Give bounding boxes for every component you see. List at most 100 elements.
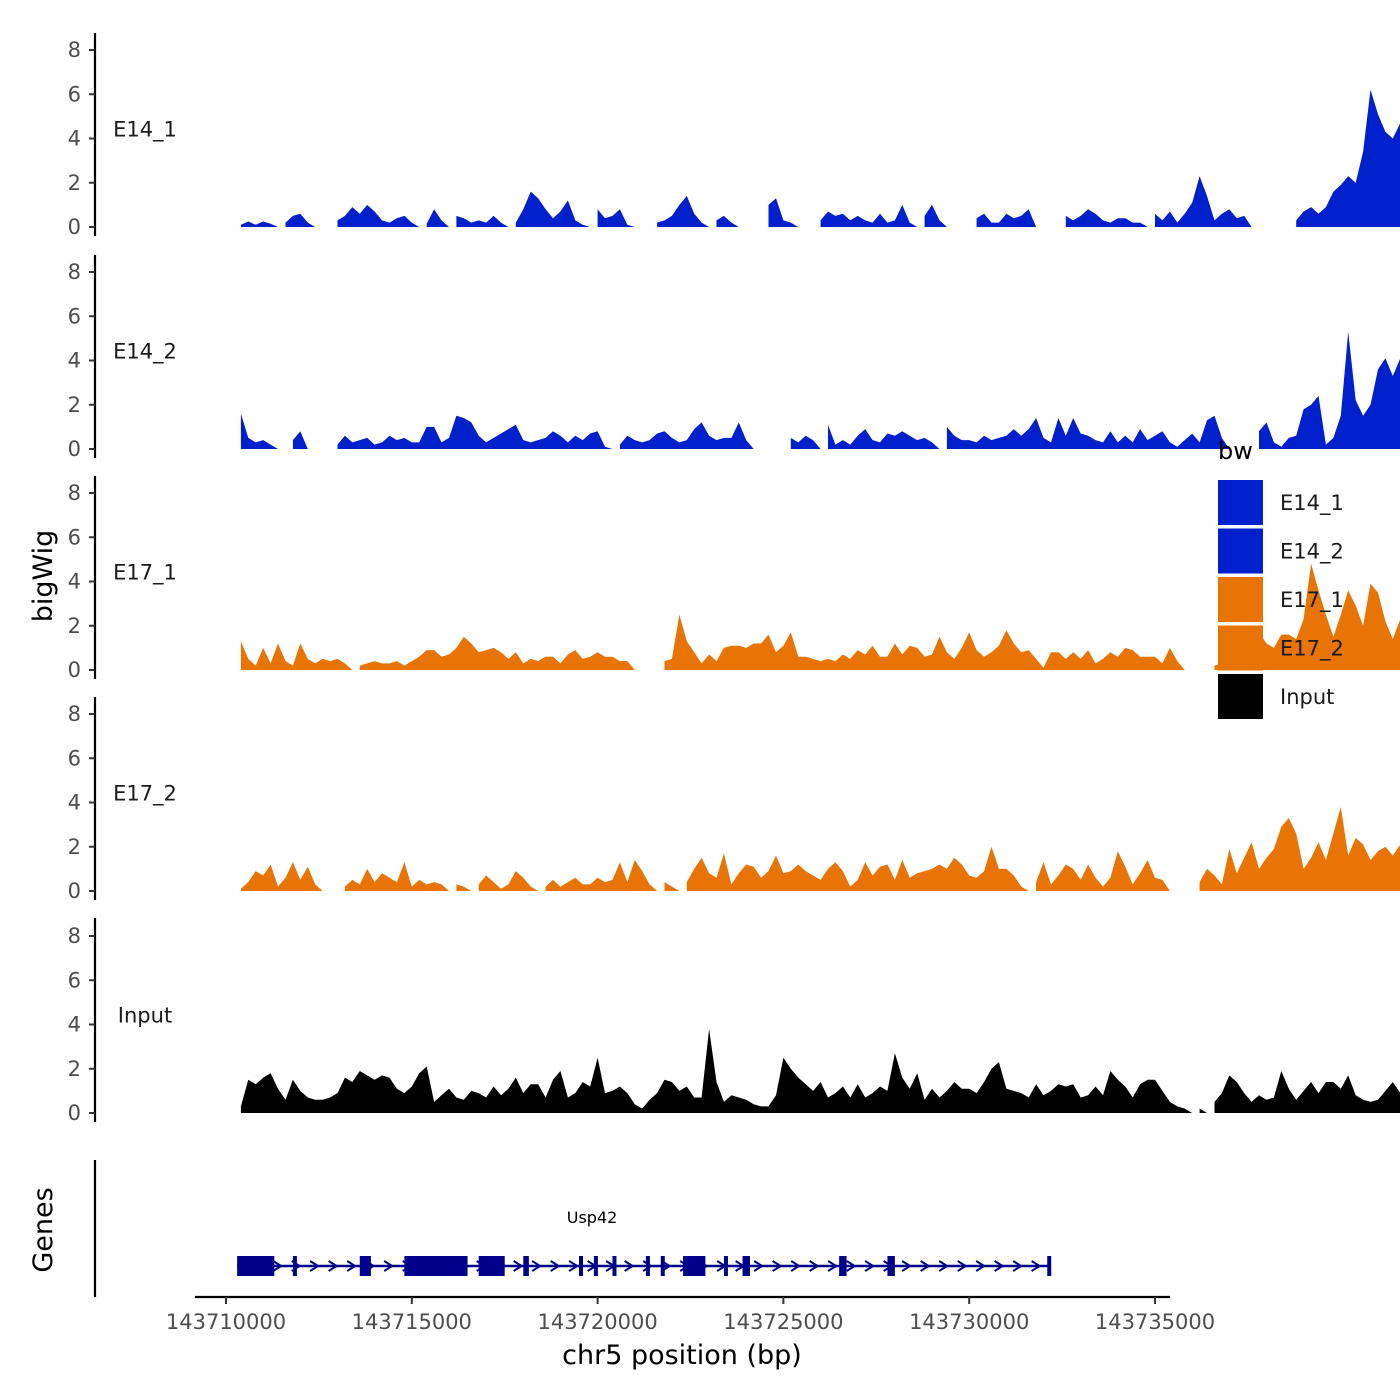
strand-arrow [901, 1260, 913, 1272]
y-tick-label: 0 [68, 437, 81, 461]
track-label: E14_2 [113, 339, 177, 364]
y-tick-label: 2 [68, 614, 81, 638]
legend-label: E17_1 [1280, 588, 1344, 613]
y-tick-label: 8 [68, 481, 81, 505]
y-tick-label: 6 [68, 968, 81, 992]
gene-Usp42: Usp42 [237, 1208, 1052, 1276]
strand-arrow [864, 1260, 876, 1272]
exon [723, 1256, 728, 1276]
legend-item: Input [1218, 674, 1334, 719]
coverage-area-Input [240, 1028, 1400, 1113]
track-E17_1: 0 2 4 6 8 E17_1 [68, 476, 1400, 682]
legend-swatch [1218, 674, 1263, 719]
y-tick-label: 4 [68, 127, 81, 151]
strand-arrow [938, 1260, 950, 1272]
legend-item: E14_2 [1218, 528, 1344, 574]
exon [404, 1256, 468, 1276]
legend-label: E17_2 [1280, 637, 1344, 662]
legend-item: E17_1 [1218, 577, 1344, 622]
legend-label: E14_1 [1280, 491, 1344, 516]
coverage-area-E17_1 [240, 563, 1400, 670]
legend-title: bw [1218, 437, 1253, 465]
strand-arrow [827, 1260, 839, 1272]
x-tick-label: 143715000 [352, 1310, 472, 1334]
y-tick-label: 4 [68, 570, 81, 594]
strand-arrow [309, 1260, 321, 1272]
track-label: E17_1 [113, 560, 177, 585]
y-tick-label: 6 [68, 746, 81, 770]
y-tick-label: 4 [68, 791, 81, 815]
exon [1047, 1256, 1052, 1276]
strand-arrow [624, 1260, 635, 1272]
y-tick-label: 8 [68, 260, 81, 284]
exon [683, 1256, 706, 1276]
y-tick-label: 0 [68, 215, 81, 239]
track-label: Input [118, 1003, 172, 1027]
strand-arrow [383, 1260, 395, 1272]
genes-panel: Usp42 [93, 1160, 1052, 1297]
exon [237, 1256, 275, 1276]
y-tick-label: 0 [68, 879, 81, 903]
x-tick-label: 143730000 [909, 1310, 1029, 1334]
strand-arrow [920, 1260, 931, 1272]
y-tick-label: 8 [68, 924, 81, 948]
x-tick-label: 143725000 [723, 1310, 843, 1334]
strand-arrow [975, 1260, 987, 1272]
legend-item: E17_2 [1218, 625, 1344, 671]
strand-arrow [642, 1260, 654, 1272]
y-tick-label: 6 [68, 525, 81, 549]
track-E14_1: 0 2 4 6 8 E14_1 [68, 33, 1400, 239]
strand-arrow [753, 1260, 765, 1272]
coverage-area-E14_2 [240, 331, 1400, 449]
strand-arrow [568, 1260, 580, 1272]
exon [523, 1256, 529, 1276]
exon [612, 1256, 617, 1276]
strand-arrow [328, 1260, 339, 1272]
y-tick-label: 0 [68, 1101, 81, 1125]
track-label: E17_2 [113, 781, 177, 806]
coverage-area-E14_1 [240, 89, 1400, 227]
strand-arrow [531, 1260, 543, 1272]
x-tick-label: 143720000 [537, 1310, 657, 1334]
strand-arrow [994, 1260, 1005, 1272]
strand-arrow [513, 1260, 524, 1272]
strand-arrow [846, 1260, 857, 1272]
y-tick-label: 6 [68, 304, 81, 328]
x-axis: 143710000 143715000 143720000 143725000 1437… [166, 1295, 1215, 1334]
coverage-area-E17_2 [240, 806, 1400, 891]
strand-arrow [346, 1260, 358, 1272]
track-Input: 0 2 4 6 8 Input [68, 918, 1400, 1125]
strand-arrow [957, 1260, 968, 1272]
strand-arrow [809, 1260, 820, 1272]
legend-label: E14_2 [1280, 540, 1344, 565]
strand-arrow [790, 1260, 802, 1272]
exon [742, 1256, 750, 1276]
strand-arrow [1031, 1260, 1042, 1272]
y-tick-label: 0 [68, 658, 81, 682]
exon [645, 1256, 650, 1276]
coverage-tracks: 0 2 4 6 8 E14_1 0 2 4 6 8 E14_2 0 2 4 6 8 E17_1 0 2 4 6 8 E17_2… [68, 33, 1400, 1125]
exon [359, 1256, 371, 1276]
x-axis-title: chr5 position (bp) [562, 1340, 802, 1371]
x-tick-label: 143735000 [1095, 1310, 1215, 1334]
y-tick-label: 2 [68, 835, 81, 859]
legend-swatch [1218, 480, 1263, 525]
exon [887, 1256, 895, 1276]
y-tick-label: 4 [68, 1013, 81, 1037]
exon [839, 1256, 847, 1276]
exon [660, 1256, 665, 1276]
x-tick-label: 143710000 [166, 1310, 286, 1334]
y-tick-label: 6 [68, 82, 81, 106]
y-axis-title: bigWig [28, 530, 59, 623]
legend-swatch [1218, 625, 1263, 671]
legend-swatch [1218, 528, 1263, 574]
y-tick-label: 2 [68, 393, 81, 417]
y-tick-label: 8 [68, 38, 81, 62]
genes-axis-title: Genes [28, 1187, 59, 1272]
exon [292, 1256, 297, 1276]
strand-arrow [550, 1260, 561, 1272]
exon [593, 1256, 598, 1276]
legend-swatch [1218, 577, 1263, 622]
track-E17_2: 0 2 4 6 8 E17_2 [68, 697, 1400, 903]
strand-arrow [772, 1260, 783, 1272]
